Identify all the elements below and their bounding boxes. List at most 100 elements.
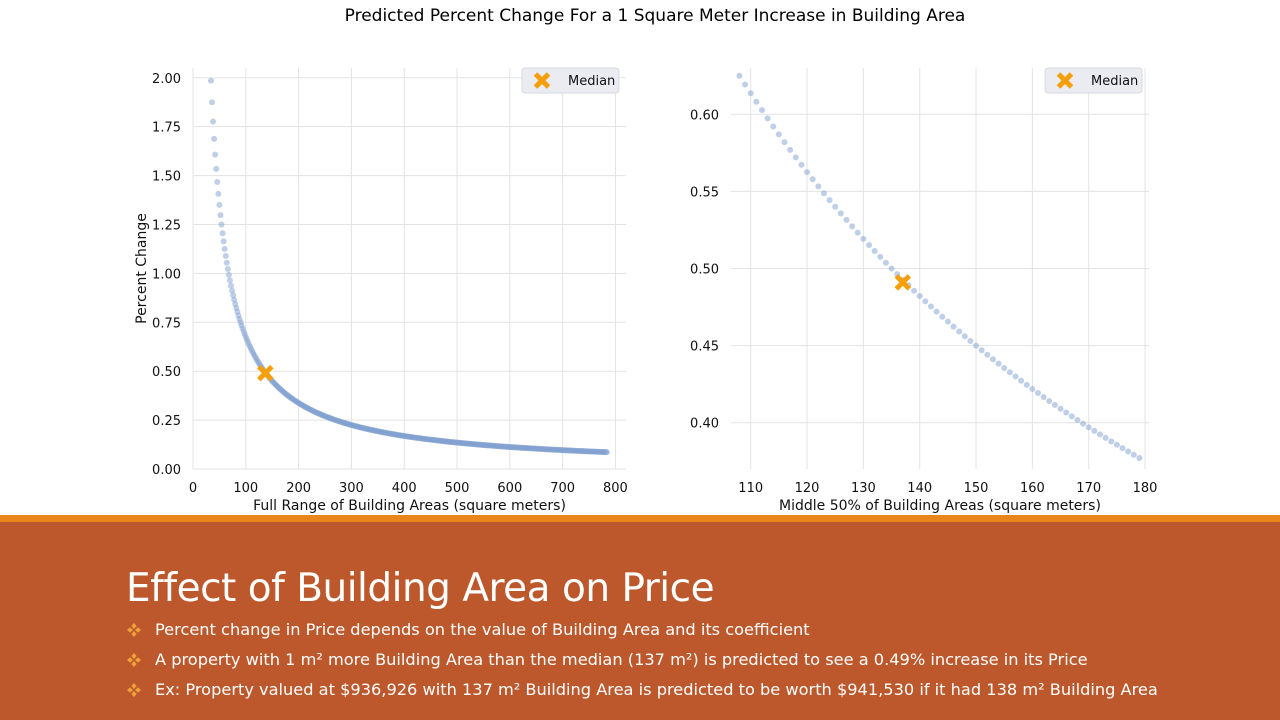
data-point [1125,448,1132,455]
four-diamond-bullet-icon [127,623,141,637]
data-point [1046,397,1053,404]
data-point [984,351,991,358]
legend-label: Median [568,74,615,89]
data-point [1057,405,1064,412]
data-point [956,328,963,335]
data-point [1085,424,1092,431]
bullet-list: Percent change in Price depends on the v… [127,619,1158,709]
x-tick-label: 150 [964,481,989,496]
data-point [787,146,794,153]
chart-middle-50: 110 120 130 140 150 160 170 180 0.40 0.45 0.50 0.55… [690,67,1158,514]
legend-marker [533,72,551,89]
data-point [798,161,805,168]
data-point [1040,394,1047,401]
data-point [1023,381,1030,388]
data-point [213,165,220,172]
y-tick-label: 0.00 [152,463,181,478]
data-point [815,183,822,190]
data-point [860,235,867,242]
four-diamond-bullet-icon [127,653,141,667]
data-point [742,81,749,88]
data-point [1080,420,1087,427]
data-point [1130,451,1137,458]
y-tick-label: 1.25 [152,218,181,233]
x-tick-label: 100 [233,481,258,496]
data-point [944,318,951,325]
data-point [781,139,788,146]
bullet-text: A property with 1 m² more Building Area … [155,650,1088,669]
data-point [764,115,771,122]
x-tick-label: 160 [1020,481,1045,496]
data-point [1012,373,1019,380]
data-point [225,271,232,278]
data-point [215,190,222,197]
data-point [877,253,884,260]
data-point [866,241,873,248]
x-tick-label: 800 [603,481,628,496]
y-tick-label: 0.50 [152,365,181,380]
data-point [832,203,839,210]
x-tick-label: 200 [286,481,311,496]
legend: Median [521,67,620,94]
data-point [1091,427,1098,434]
data-point [214,178,221,185]
data-point [888,265,895,272]
data-point [223,259,230,266]
data-point [209,99,216,106]
data-point [1035,390,1042,397]
data-point [1029,385,1036,392]
data-point [229,287,236,294]
data-point [212,151,219,158]
slide-banner: Effect of Building Area on Price Percent… [0,522,1280,720]
median-marker [894,274,912,291]
chart-full-range: 0 100 200 300 400 500 600 700 800 0.00 0.25 0.50 0.7… [134,67,628,514]
data-point [1113,441,1120,448]
data-point [854,229,861,236]
y-axis-label: Percent Change [134,213,150,324]
data-point [804,169,811,176]
y-tick-label: 0.25 [152,414,181,429]
x-tick-label: 180 [1133,481,1158,496]
four-diamond-bullet-icon [127,683,141,697]
x-tick-label: 140 [907,481,932,496]
x-tick-label: 0 [189,481,197,496]
data-point [1074,416,1081,423]
legend-label: Median [1091,74,1138,89]
divider-rule [0,515,1280,522]
data-point [1063,409,1070,416]
data-point [220,238,227,245]
data-point [871,247,878,254]
data-point [603,449,610,456]
data-point [210,118,217,125]
data-point [216,201,223,208]
bullet-item: Ex: Property valued at $936,926 with 137… [127,679,1158,709]
figure-title: Predicted Percent Change For a 1 Square … [344,6,966,26]
data-point [849,223,856,230]
y-tick-label: 1.00 [152,267,181,282]
data-point [995,360,1002,367]
data-point [967,337,974,344]
x-tick-label: 170 [1076,481,1101,496]
data-point [1051,401,1058,408]
y-tick-label: 1.50 [152,170,181,185]
y-tick-label: 0.60 [690,108,719,123]
data-point [211,135,218,142]
data-point [820,190,827,197]
data-point [1102,434,1109,441]
data-point [226,277,233,284]
data-point [1119,445,1126,452]
data-point [221,245,228,252]
data-point [758,107,765,114]
data-point [1068,413,1075,420]
data-point [911,287,918,294]
x-tick-label: 700 [550,481,575,496]
data-point [775,131,782,138]
bullet-text: Ex: Property valued at $936,926 with 137… [155,680,1158,699]
data-point [916,293,923,300]
y-tick-label: 0.50 [690,263,719,278]
y-tick-label: 0.40 [690,417,719,432]
y-tick-label: 0.45 [690,340,719,355]
data-point [882,259,889,266]
legend: Median [1044,67,1143,94]
data-point [1006,369,1013,376]
